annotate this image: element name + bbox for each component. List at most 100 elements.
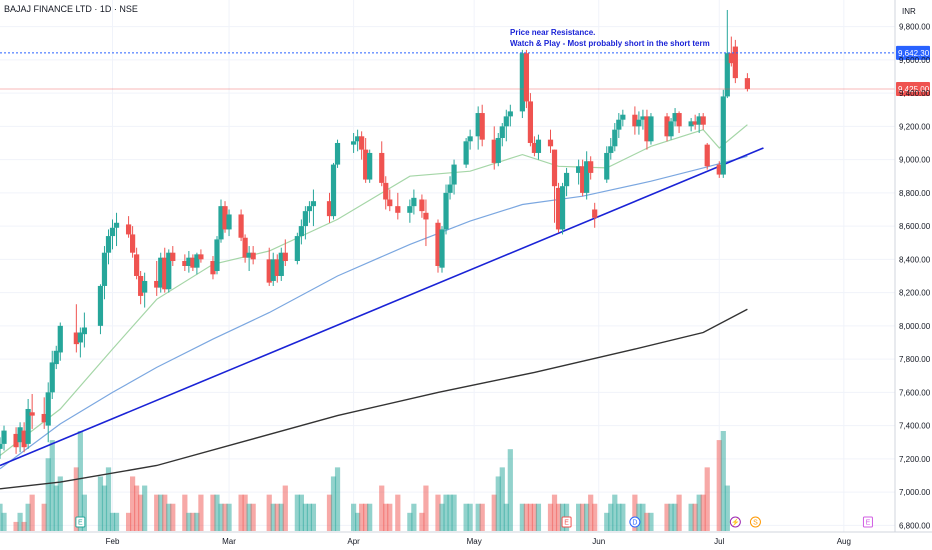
candle-body [559, 186, 566, 230]
volume-bar [210, 494, 216, 531]
candle-body [696, 116, 702, 125]
candle-body [226, 214, 232, 230]
currency-label[interactable]: INR [902, 7, 916, 16]
candle-body [688, 121, 694, 127]
volume-bar [636, 503, 642, 531]
dividend-icon [629, 516, 641, 528]
candles [0, 9, 750, 459]
candle-body [716, 164, 722, 175]
volume-bar [495, 476, 501, 531]
volume-bar [101, 485, 108, 531]
candle-body [527, 101, 534, 143]
candle-body [242, 237, 248, 258]
candle-body [676, 113, 682, 127]
candle-body [439, 229, 445, 268]
volume-bar [507, 449, 513, 531]
candle-body [383, 182, 389, 200]
candle-body [720, 96, 726, 175]
volume-bar [676, 494, 682, 531]
volume-bar [724, 485, 730, 531]
candle-body [668, 121, 674, 137]
candle-body [672, 113, 678, 122]
volume-bar [130, 476, 136, 531]
candle-body [479, 113, 485, 140]
candle-body [21, 430, 27, 448]
candle-body [692, 121, 698, 125]
candle-body [523, 53, 529, 102]
candle-body [97, 285, 104, 326]
price-tick-label: 9,000.00 [899, 156, 931, 165]
volume-bar [700, 494, 706, 531]
volume-bar [503, 503, 509, 531]
candle-body [632, 114, 638, 127]
volume-bar [491, 494, 497, 531]
candle-body [138, 275, 144, 296]
candle-body [519, 53, 525, 112]
price-tick-label: 8,600.00 [899, 222, 931, 231]
volume-bar [351, 503, 357, 531]
volume-bar [704, 467, 710, 531]
volume-bar [0, 503, 3, 531]
volume-bar [668, 503, 674, 531]
volume-bar [242, 494, 248, 531]
candle-body [294, 236, 300, 262]
volume-bar [363, 503, 369, 531]
candle-body [13, 433, 19, 448]
candle-body [551, 149, 558, 187]
event-markers[interactable]: E E D ⚡ S E [75, 516, 873, 528]
time-tick-label: Aug [837, 537, 851, 546]
volume-bar [49, 440, 55, 531]
volume-bar [519, 503, 525, 531]
candle-body [158, 257, 164, 288]
candle-body [154, 280, 160, 288]
candle-body [125, 224, 132, 235]
candle-body [732, 46, 738, 79]
flash-icon [729, 516, 741, 528]
candle-body [218, 206, 224, 240]
price-tick-label: 7,400.00 [899, 422, 931, 431]
candle-body [334, 142, 341, 165]
volume-bar [527, 503, 534, 531]
price-tick-label: 8,800.00 [899, 189, 931, 198]
volume-bar [326, 494, 333, 531]
trendline[interactable] [0, 147, 764, 467]
time-axis[interactable]: Feb Mar Apr May Jun Jul Aug [0, 531, 932, 546]
event-label: E [564, 520, 569, 527]
candle-body [162, 257, 168, 290]
volume-bar [467, 503, 473, 531]
volume-bar [142, 485, 148, 531]
candle-body [411, 197, 417, 207]
candle-body [592, 209, 598, 218]
moving-averages [0, 124, 748, 490]
volume-bar [246, 503, 252, 531]
volume-bar [25, 503, 31, 531]
price-label-text: 9,425.00 [898, 85, 930, 94]
volume-bar [616, 503, 622, 531]
candle-body [53, 350, 59, 365]
price-axis[interactable]: 6,800.00 7,000.00 7,200.00 7,400.00 7,600.00… [894, 0, 931, 532]
volume-bar [608, 503, 614, 531]
candle-body [535, 139, 542, 153]
volume-bar [158, 494, 164, 531]
volume-bar [355, 512, 361, 531]
price-tick-label: 7,600.00 [899, 388, 931, 397]
chart-annotation[interactable]: Price near Resistance. Watch & Play - Mo… [510, 27, 710, 49]
volume-bar [294, 494, 300, 531]
candle-body [555, 187, 562, 230]
volume-bar [125, 512, 132, 531]
time-tick-label: Mar [222, 537, 236, 546]
candle-body [222, 206, 228, 230]
volume-bar [105, 467, 112, 531]
volume-bar [576, 503, 582, 531]
candle-body [447, 184, 453, 193]
volume-bar [1, 512, 7, 531]
volume-bar [214, 494, 220, 531]
volume-bar [387, 503, 393, 531]
volume-bar [664, 503, 670, 531]
price-tick-label: 6,800.00 [899, 521, 931, 530]
candle-body [77, 332, 83, 343]
candle-body [407, 206, 413, 213]
volume-bar [612, 494, 618, 531]
candle-body [648, 116, 654, 142]
